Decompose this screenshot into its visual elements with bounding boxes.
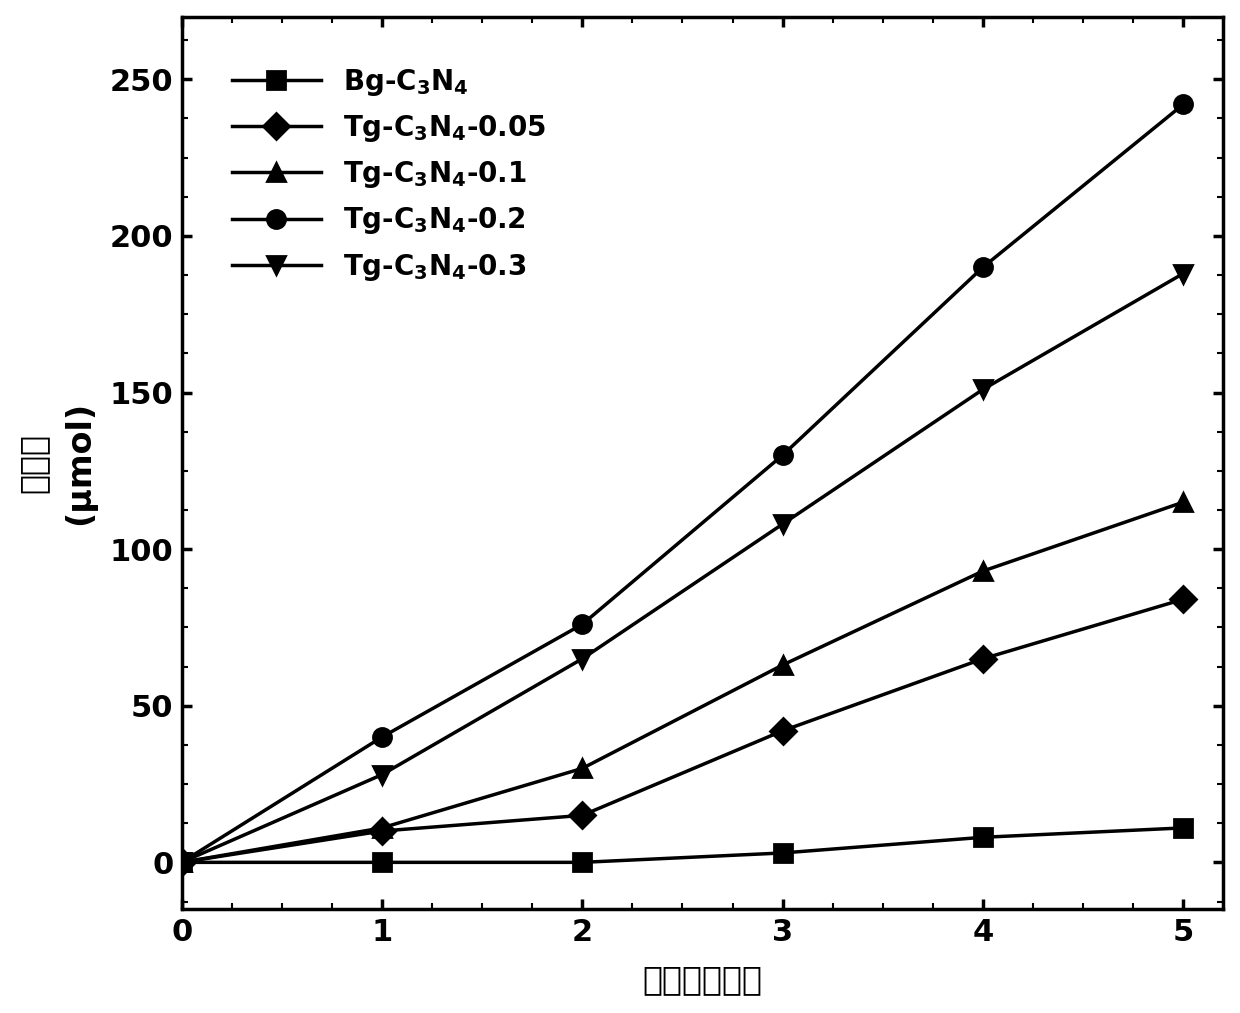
Tg-C$_3$N$_4$-0.05 — [976, 652, 991, 665]
Line: Tg-C$_3$N$_4$-0.05: Tg-C$_3$N$_4$-0.05 — [172, 591, 1193, 871]
Tg-C$_3$N$_4$-0.1 — [1176, 496, 1190, 509]
Tg-C$_3$N$_4$-0.2 — [775, 449, 790, 461]
Tg-C$_3$N$_4$-0.2 — [1176, 98, 1190, 110]
Tg-C$_3$N$_4$-0.3 — [575, 652, 590, 665]
Tg-C$_3$N$_4$-0.1 — [575, 763, 590, 775]
Tg-C$_3$N$_4$-0.3 — [775, 518, 790, 530]
Tg-C$_3$N$_4$-0.05 — [775, 724, 790, 736]
Bg-C$_3$N$_4$ — [374, 856, 389, 868]
Tg-C$_3$N$_4$-0.05 — [575, 809, 590, 822]
Tg-C$_3$N$_4$-0.05 — [1176, 594, 1190, 606]
Tg-C$_3$N$_4$-0.3 — [174, 856, 188, 868]
Line: Bg-C$_3$N$_4$: Bg-C$_3$N$_4$ — [172, 819, 1193, 871]
Tg-C$_3$N$_4$-0.1 — [976, 565, 991, 577]
Tg-C$_3$N$_4$-0.3 — [1176, 267, 1190, 280]
Line: Tg-C$_3$N$_4$-0.2: Tg-C$_3$N$_4$-0.2 — [172, 95, 1193, 871]
Tg-C$_3$N$_4$-0.05 — [374, 825, 389, 837]
Line: Tg-C$_3$N$_4$-0.3: Tg-C$_3$N$_4$-0.3 — [172, 264, 1193, 871]
Tg-C$_3$N$_4$-0.2 — [976, 261, 991, 274]
Line: Tg-C$_3$N$_4$-0.1: Tg-C$_3$N$_4$-0.1 — [172, 493, 1193, 871]
Bg-C$_3$N$_4$ — [174, 856, 188, 868]
Bg-C$_3$N$_4$ — [575, 856, 590, 868]
Bg-C$_3$N$_4$ — [976, 832, 991, 844]
Tg-C$_3$N$_4$-0.05 — [174, 856, 188, 868]
Tg-C$_3$N$_4$-0.1 — [775, 658, 790, 671]
Tg-C$_3$N$_4$-0.2 — [174, 856, 188, 868]
Bg-C$_3$N$_4$ — [1176, 822, 1190, 834]
Tg-C$_3$N$_4$-0.2 — [374, 731, 389, 744]
Legend: Bg-C$_3$N$_4$, Tg-C$_3$N$_4$-0.05, Tg-C$_3$N$_4$-0.1, Tg-C$_3$N$_4$-0.2, Tg-C$_3: Bg-C$_3$N$_4$, Tg-C$_3$N$_4$-0.05, Tg-C$… — [210, 45, 568, 305]
Tg-C$_3$N$_4$-0.1 — [374, 822, 389, 834]
X-axis label: 时间（小时）: 时间（小时） — [642, 963, 763, 997]
Tg-C$_3$N$_4$-0.3 — [374, 769, 389, 781]
Tg-C$_3$N$_4$-0.2 — [575, 618, 590, 630]
Bg-C$_3$N$_4$ — [775, 847, 790, 859]
Tg-C$_3$N$_4$-0.3 — [976, 383, 991, 395]
Tg-C$_3$N$_4$-0.1 — [174, 856, 188, 868]
Y-axis label: 产氢量
(μmol): 产氢量 (μmol) — [16, 401, 95, 525]
